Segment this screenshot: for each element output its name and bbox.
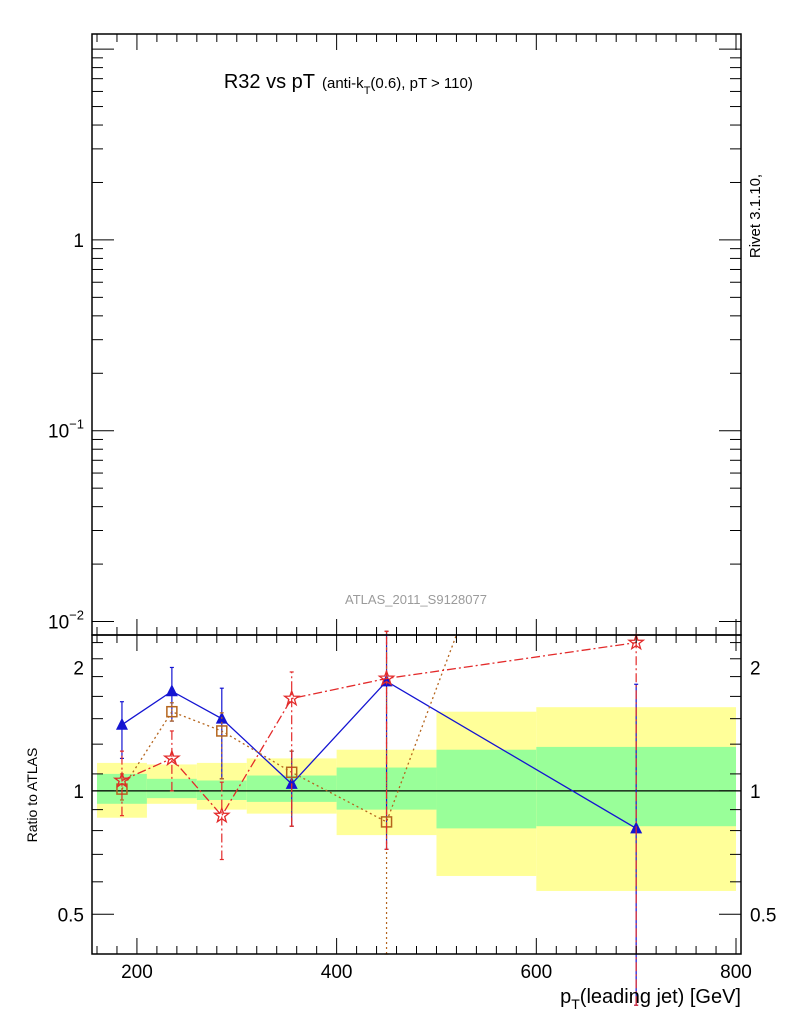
x-axis-label-subscript: T (571, 996, 580, 1012)
ratio-band-inner (436, 749, 537, 829)
main-y-ticks: 1 10−1 10−2 (48, 34, 741, 635)
ratio-series-group (112, 630, 646, 1006)
data-point-star (282, 689, 301, 707)
x-tick-label: 600 (520, 962, 552, 983)
data-point-star (112, 770, 132, 789)
chart-subtitle: (anti-kT(0.6), pT > 110) (322, 75, 473, 97)
ratio-y-tick-label-right: 0.5 (750, 905, 776, 926)
ratio-panel: 0.5 0.5 1 1 2 2 200 400 600 800 Ratio to ATLAS pT… (24, 630, 776, 1012)
data-point-star (377, 669, 396, 687)
ratio-y-tick-label: 1 (73, 782, 84, 803)
x-axis-label-rest: (leading jet) [GeV] (580, 986, 741, 1008)
main-plot-frame (91, 33, 742, 636)
ratio-y-tick-label-right: 2 (750, 658, 761, 679)
ratio-ticks: 0.5 0.5 1 1 2 2 200 400 600 800 (58, 635, 776, 983)
ratio-y-tick-label: 0.5 (58, 905, 84, 926)
x-axis-label: pT(leading jet) [GeV] (560, 986, 741, 1012)
data-point-triangle (285, 776, 298, 789)
ratio-uncertainty-bands (96, 707, 737, 891)
rivet-version-label: Rivet 3.1.10, (747, 174, 764, 258)
chart-title: R32 vs pT (224, 71, 315, 93)
data-point-star (162, 748, 181, 767)
data-point-star (212, 806, 231, 824)
ratio-y-tick-label-right: 1 (750, 782, 761, 803)
ratio-y-axis-label: Ratio to ATLAS (24, 748, 40, 843)
main-y-tick-label: 10−2 (48, 608, 84, 634)
data-point-triangle (165, 684, 178, 697)
main-y-tick-label: 1 (73, 231, 84, 252)
x-tick-label: 800 (720, 962, 752, 983)
chart-subtitle-part-1: (anti-k (322, 75, 364, 92)
main-y-tick-label: 10−1 (48, 417, 84, 443)
x-tick-label: 200 (121, 962, 153, 983)
ratio-y-tick-label: 2 (73, 658, 84, 679)
chart-subtitle-subscript: T (364, 85, 371, 97)
x-tick-label: 400 (321, 962, 353, 983)
chart-subtitle-part-2: (0.6), pT > 110) (370, 75, 472, 92)
series-line-square (121, 634, 458, 823)
data-point-square (166, 705, 178, 718)
x-axis-label-p: p (560, 986, 571, 1008)
main-panel: 1 10−1 10−2 R32 vs pT (anti-kT(0.6), pT > … (48, 33, 764, 636)
data-point-triangle (115, 717, 128, 730)
watermark-label: ATLAS_2011_S9128077 (345, 592, 487, 607)
data-point-star (627, 633, 646, 651)
data-point-square (216, 725, 228, 737)
